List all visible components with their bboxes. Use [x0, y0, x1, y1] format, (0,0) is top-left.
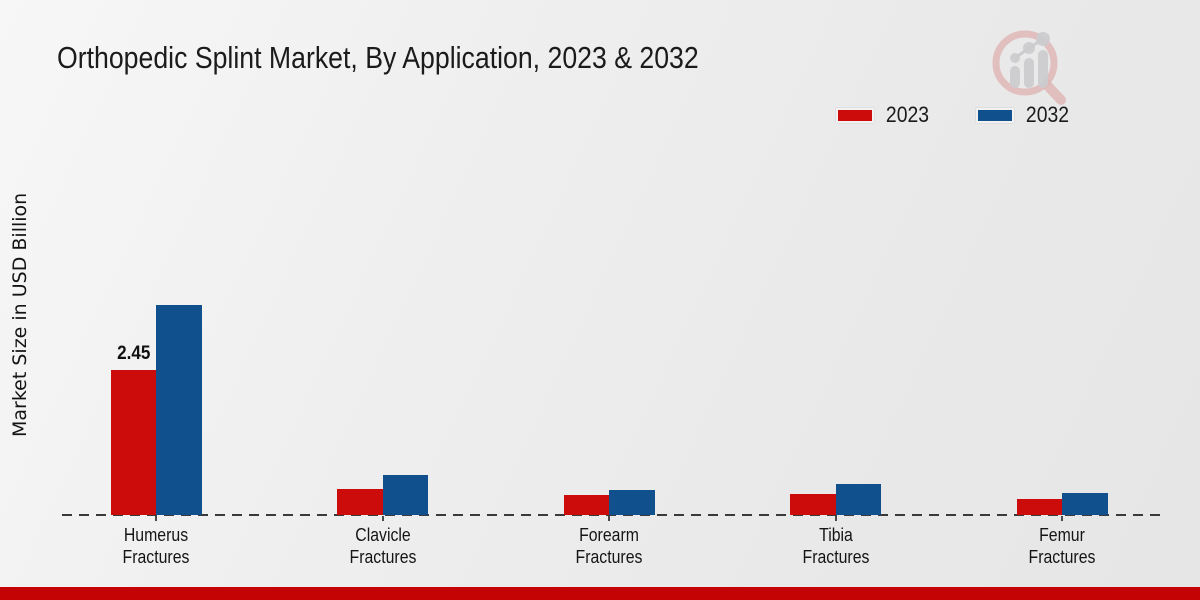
legend-item-2032: 2032: [975, 102, 1072, 128]
x-axis-baseline: [62, 514, 1162, 516]
legend-swatch-2023: [836, 107, 874, 123]
footer-red-band: [0, 587, 1200, 600]
legend-label-2023: 2023: [885, 102, 930, 127]
legend-swatch-2032: [975, 107, 1014, 123]
axis-tick-tibia-fractures: [834, 516, 837, 521]
bar-2032-forearm-fractures: [609, 490, 655, 515]
category-label-clavicle-fractures: Clavicle Fractures: [349, 525, 416, 567]
chart-title: Orthopedic Splint Market, By Application…: [57, 40, 699, 75]
axis-tick-clavicle-fractures: [381, 516, 384, 521]
axis-tick-femur-fractures: [1061, 516, 1063, 521]
category-label-femur-fractures: Femur Fractures: [1028, 525, 1096, 567]
category-label-forearm-fractures: Forearm Fractures: [575, 525, 643, 567]
bar-2023-humerus-fractures: [110, 370, 156, 515]
category-label-tibia-fractures: Tibia Fractures: [802, 525, 869, 567]
axis-tick-humerus-fractures: [155, 516, 157, 521]
data-label-2023-humerus-fractures: 2.45: [116, 343, 150, 364]
legend: 2023 2032: [836, 102, 1072, 128]
magnifier-bar-chart-logo-icon: [992, 30, 1066, 105]
bar-2023-forearm-fractures: [563, 495, 609, 515]
category-label-humerus-fractures: Humerus Fractures: [122, 525, 190, 567]
legend-item-2023: 2023: [836, 102, 932, 128]
bar-2023-tibia-fractures: [790, 494, 836, 515]
axis-tick-forearm-fractures: [608, 516, 610, 521]
bar-2023-clavicle-fractures: [337, 489, 383, 515]
bar-2032-tibia-fractures: [835, 484, 881, 515]
bar-2032-humerus-fractures: [156, 305, 202, 515]
bar-2032-clavicle-fractures: [382, 475, 428, 515]
legend-label-2032: 2032: [1025, 102, 1069, 127]
bar-2023-femur-fractures: [1016, 499, 1062, 515]
bar-2032-femur-fractures: [1062, 493, 1108, 515]
